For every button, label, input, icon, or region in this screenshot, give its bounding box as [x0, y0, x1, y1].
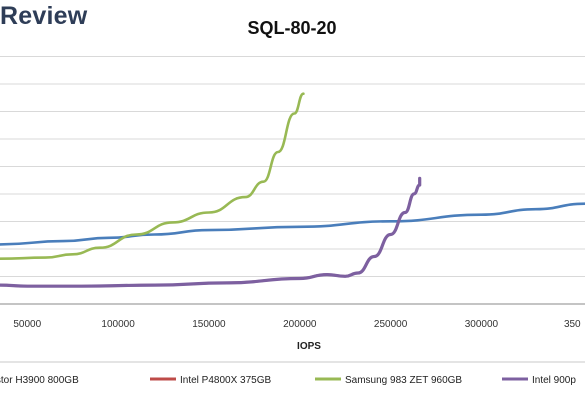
legend-item-label: Dapustor H3900 800GB [0, 375, 79, 386]
chart-legend: Dapustor H3900 800GB Intel P4800X 375GB Sa… [0, 375, 576, 386]
x-tick-label: 150000 [192, 319, 226, 330]
series-line-dapustor-h3900-800gb [0, 202, 585, 246]
legend-item-label: Intel P4800X 375GB [180, 375, 272, 386]
x-axis-label: IOPS [297, 341, 321, 352]
x-tick-label: 250000 [374, 319, 408, 330]
series-line-intel-900p [0, 176, 422, 288]
x-tick-label: 200000 [283, 319, 317, 330]
x-axis-ticks: 50000 100000 150000 200000 250000 300000 350 [13, 319, 581, 330]
x-tick-label: 50000 [13, 319, 41, 330]
chart-title: SQL-80-20 [247, 18, 336, 38]
x-tick-label: 300000 [465, 319, 499, 330]
series-line-intel-p4800x-375gb [0, 177, 422, 288]
legend-item-label: Intel 900p [532, 375, 576, 386]
series-line-samsung-983-zet-960gb [0, 92, 305, 260]
gridlines [0, 56, 585, 305]
x-tick-label: 100000 [101, 319, 135, 330]
site-brand-text: Review [0, 2, 88, 30]
x-tick-label: 350 [564, 319, 581, 330]
legend-item-label: Samsung 983 ZET 960GB [345, 375, 462, 386]
series-lines [0, 92, 585, 288]
